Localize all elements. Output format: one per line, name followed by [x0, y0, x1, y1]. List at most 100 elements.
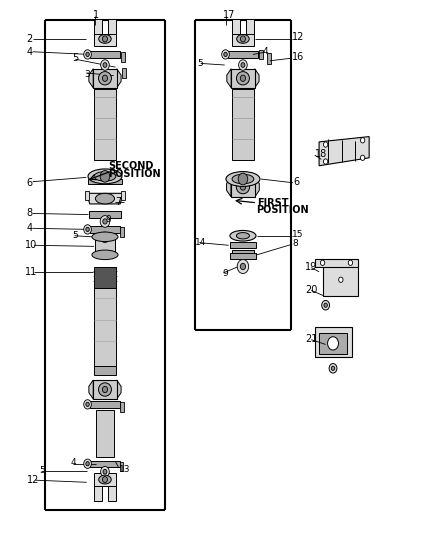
Text: 4: 4 [262, 47, 268, 56]
Text: 2: 2 [27, 34, 33, 44]
Text: 12: 12 [27, 475, 39, 485]
Bar [108, 19, 117, 34]
Polygon shape [319, 136, 369, 166]
Ellipse shape [241, 63, 245, 67]
Ellipse shape [323, 142, 328, 147]
Ellipse shape [240, 184, 246, 190]
Ellipse shape [92, 232, 118, 241]
Text: 8: 8 [27, 208, 33, 219]
Ellipse shape [237, 35, 249, 43]
Ellipse shape [237, 71, 249, 85]
Bar [232, 89, 254, 160]
Bar [95, 235, 115, 256]
Text: 14: 14 [195, 238, 206, 247]
Bar [122, 68, 126, 78]
Text: 11: 11 [25, 267, 38, 277]
Text: 16: 16 [292, 52, 304, 62]
Ellipse shape [86, 402, 89, 407]
Text: 9: 9 [106, 215, 112, 224]
Ellipse shape [239, 60, 247, 70]
Bar [232, 34, 254, 46]
Polygon shape [87, 193, 123, 204]
Polygon shape [254, 69, 259, 88]
Bar [267, 53, 271, 64]
Bar [120, 462, 124, 471]
Ellipse shape [224, 52, 227, 56]
Ellipse shape [86, 227, 89, 231]
Bar [230, 243, 256, 248]
Bar [120, 402, 124, 413]
Text: 6: 6 [293, 176, 299, 187]
Ellipse shape [99, 475, 111, 484]
Ellipse shape [88, 169, 122, 184]
Ellipse shape [339, 277, 343, 282]
Ellipse shape [237, 260, 249, 273]
Ellipse shape [100, 216, 110, 227]
Ellipse shape [240, 75, 246, 82]
Ellipse shape [102, 477, 107, 482]
Ellipse shape [237, 232, 250, 239]
Bar [88, 179, 121, 184]
Bar [121, 52, 125, 62]
Ellipse shape [321, 260, 325, 265]
Bar [108, 486, 117, 501]
Bar [232, 19, 240, 34]
Ellipse shape [230, 230, 256, 241]
Text: 19: 19 [305, 262, 318, 271]
Text: FIRST: FIRST [257, 198, 288, 208]
Bar [231, 177, 255, 197]
Bar [85, 191, 89, 200]
Ellipse shape [99, 71, 111, 85]
Text: 8: 8 [292, 239, 298, 248]
Ellipse shape [238, 173, 248, 185]
Bar [228, 51, 258, 58]
Ellipse shape [95, 193, 115, 204]
Ellipse shape [240, 263, 246, 270]
Ellipse shape [101, 232, 109, 243]
Text: 13: 13 [119, 465, 131, 474]
Bar [232, 250, 254, 256]
Bar [90, 461, 120, 467]
Ellipse shape [360, 138, 365, 143]
Ellipse shape [102, 36, 107, 42]
Bar [94, 473, 117, 486]
Ellipse shape [103, 235, 107, 240]
Bar [90, 401, 120, 408]
Ellipse shape [348, 260, 353, 265]
Text: 3: 3 [84, 70, 90, 79]
Text: 21: 21 [305, 334, 318, 344]
Text: 5: 5 [72, 231, 78, 240]
Text: 1: 1 [93, 10, 99, 20]
Text: 10: 10 [25, 240, 38, 251]
Polygon shape [89, 380, 93, 399]
Polygon shape [89, 69, 93, 88]
Text: 5: 5 [197, 59, 203, 68]
Text: 17: 17 [223, 10, 235, 20]
Ellipse shape [101, 466, 109, 477]
Ellipse shape [94, 172, 116, 181]
Ellipse shape [237, 180, 250, 194]
Text: 18: 18 [315, 149, 327, 159]
Ellipse shape [328, 337, 339, 350]
Ellipse shape [323, 159, 328, 164]
Text: 4: 4 [71, 458, 77, 467]
Ellipse shape [360, 155, 365, 160]
Text: POSITION: POSITION [108, 169, 161, 179]
Ellipse shape [92, 250, 118, 260]
Ellipse shape [86, 462, 89, 466]
Bar [319, 333, 347, 354]
Bar [259, 50, 263, 59]
Bar [94, 288, 116, 367]
Ellipse shape [86, 52, 89, 56]
Ellipse shape [240, 36, 245, 42]
Text: 4: 4 [27, 47, 33, 56]
Ellipse shape [99, 35, 111, 43]
Ellipse shape [103, 470, 107, 474]
Bar [231, 69, 254, 88]
Polygon shape [227, 69, 231, 88]
Text: SECOND: SECOND [108, 161, 153, 171]
Bar [93, 69, 117, 88]
Polygon shape [226, 177, 231, 197]
Text: 15: 15 [292, 230, 304, 239]
Polygon shape [255, 177, 259, 197]
